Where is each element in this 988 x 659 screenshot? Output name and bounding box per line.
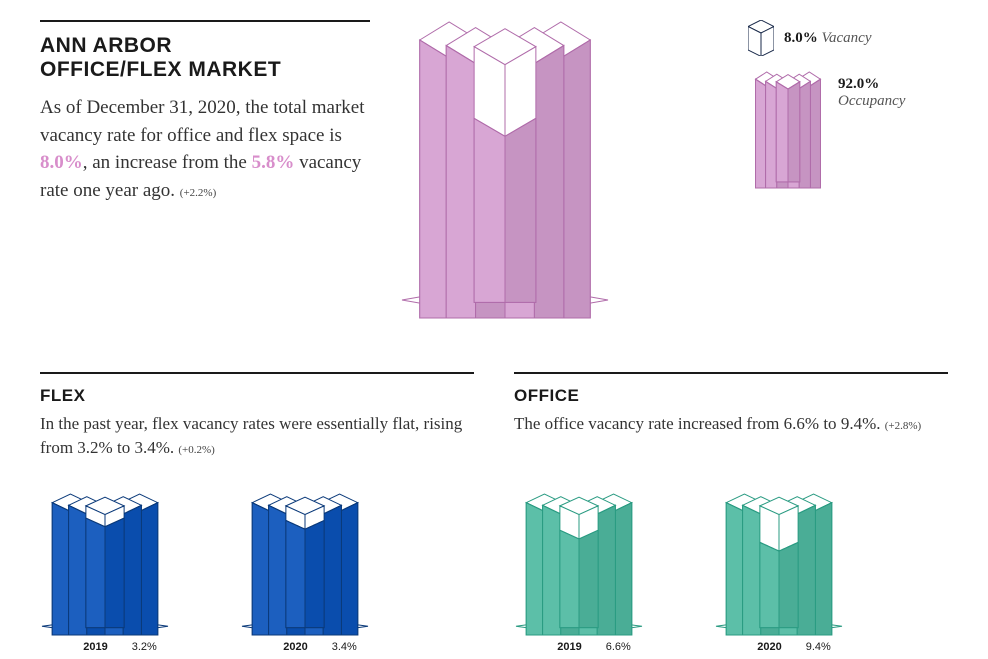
office-2019: 20196.6% xyxy=(514,492,674,653)
vacancy-icon xyxy=(748,20,774,56)
flex-body: In the past year, flex vacancy rates wer… xyxy=(40,412,474,484)
rule-flex xyxy=(40,372,474,374)
flex-hl1: 3.2% xyxy=(77,438,112,457)
office-delta: (+2.8%) xyxy=(885,420,921,432)
flex-2019: 20193.2% xyxy=(40,492,200,653)
intro-block: ANN ARBOR OFFICE/FLEX MARKET As of Decem… xyxy=(40,20,370,350)
rule-office xyxy=(514,372,948,374)
office-title: OFFICE xyxy=(514,386,948,406)
legend-occupancy-word: Occupancy xyxy=(838,93,905,109)
main-tower xyxy=(400,20,610,320)
legend-occupancy-pct: 92.0% xyxy=(838,76,879,92)
flex-tower-2019 xyxy=(40,492,200,637)
main-visualization: 8.0% Vacancy 92.0% Occupancy xyxy=(390,20,948,350)
office-2020: 20209.4% xyxy=(714,492,874,653)
legend: 8.0% Vacancy 92.0% Occupancy xyxy=(748,20,918,204)
intro-delta: (+2.2%) xyxy=(180,187,216,199)
legend-occupancy: 92.0% Occupancy xyxy=(748,70,918,190)
flex-tower-2020 xyxy=(240,492,400,637)
office-tower-2020 xyxy=(714,492,874,637)
title-line1: ANN ARBOR xyxy=(40,34,172,57)
legend-vacancy-pct: 8.0% xyxy=(784,30,818,46)
office-body: The office vacancy rate increased from 6… xyxy=(514,412,948,484)
flex-2020: 20203.4% xyxy=(240,492,400,653)
office-hl2: 9.4% xyxy=(841,414,876,433)
rule-top xyxy=(40,20,370,22)
office-hl1: 6.6% xyxy=(784,414,819,433)
flex-section: FLEX In the past year, flex vacancy rate… xyxy=(40,372,474,653)
title-line2: OFFICE/FLEX MARKET xyxy=(40,58,281,81)
office-section: OFFICE The office vacancy rate increased… xyxy=(514,372,948,653)
office-tower-2019 xyxy=(514,492,674,637)
legend-vacancy-word: Vacancy xyxy=(822,30,872,46)
intro-body: As of December 31, 2020, the total marke… xyxy=(40,94,370,204)
page-title: ANN ARBOR OFFICE/FLEX MARKET xyxy=(40,34,370,82)
intro-hl1: 8.0% xyxy=(40,152,83,173)
intro-hl2: 5.8% xyxy=(252,152,295,173)
legend-vacancy: 8.0% Vacancy xyxy=(748,20,918,56)
flex-hl2: 3.4% xyxy=(134,438,169,457)
flex-delta: (+0.2%) xyxy=(178,444,214,456)
occupancy-icon xyxy=(748,70,828,190)
flex-title: FLEX xyxy=(40,386,474,406)
